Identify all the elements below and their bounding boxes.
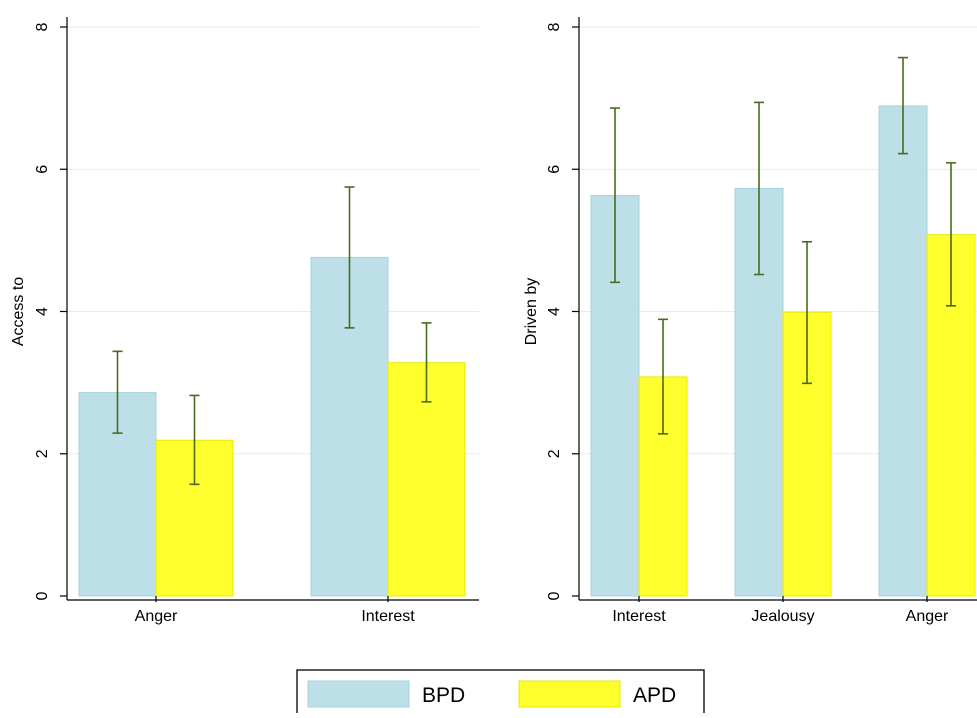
x-tick-label: Interest [612, 608, 666, 625]
left-panel: Anger Interest 0 2 4 6 8 Access to [10, 17, 479, 625]
error-bar-bpd-jealousy [754, 101, 764, 276]
legend-label-apd: APD [633, 684, 676, 707]
legend-swatch-bpd [307, 680, 410, 708]
error-bar-apd-interest [658, 318, 668, 435]
right-panel: Interest Jealousy Anger 0 2 4 6 8 Driven by [523, 17, 977, 625]
y-axis-title: Access to [10, 277, 27, 346]
x-tick-label: Anger [906, 608, 949, 625]
error-bar-apd-anger [946, 162, 956, 307]
error-bar-bpd-anger [112, 350, 123, 434]
y-tick-label: 6 [34, 165, 51, 174]
error-bar-bpd-anger [898, 56, 908, 155]
legend-swatch-apd [518, 680, 621, 708]
error-bar-apd-anger [189, 394, 200, 486]
x-tick-label: Jealousy [751, 608, 814, 625]
y-tick-label: 4 [546, 307, 563, 316]
y-tick-label: 0 [546, 591, 563, 600]
y-tick-label: 6 [546, 165, 563, 174]
bar-bpd-anger [878, 105, 928, 597]
y-axis-title: Driven by [523, 278, 540, 346]
error-bar-apd-jealousy [802, 240, 812, 385]
error-bar-apd-interest [421, 322, 432, 403]
x-tick-label: Interest [361, 608, 415, 625]
y-tick-label: 0 [34, 591, 51, 600]
error-bar-bpd-interest [610, 107, 620, 284]
y-tick-label: 8 [546, 22, 563, 31]
error-bar-bpd-interest [344, 186, 355, 329]
legend: BPD APD [296, 669, 705, 718]
y-tick-label: 8 [34, 22, 51, 31]
y-tick-label: 2 [546, 449, 563, 458]
y-tick-label: 2 [34, 449, 51, 458]
x-tick-label: Anger [135, 608, 178, 625]
legend-label-bpd: BPD [422, 684, 465, 707]
y-tick-label: 4 [34, 307, 51, 316]
